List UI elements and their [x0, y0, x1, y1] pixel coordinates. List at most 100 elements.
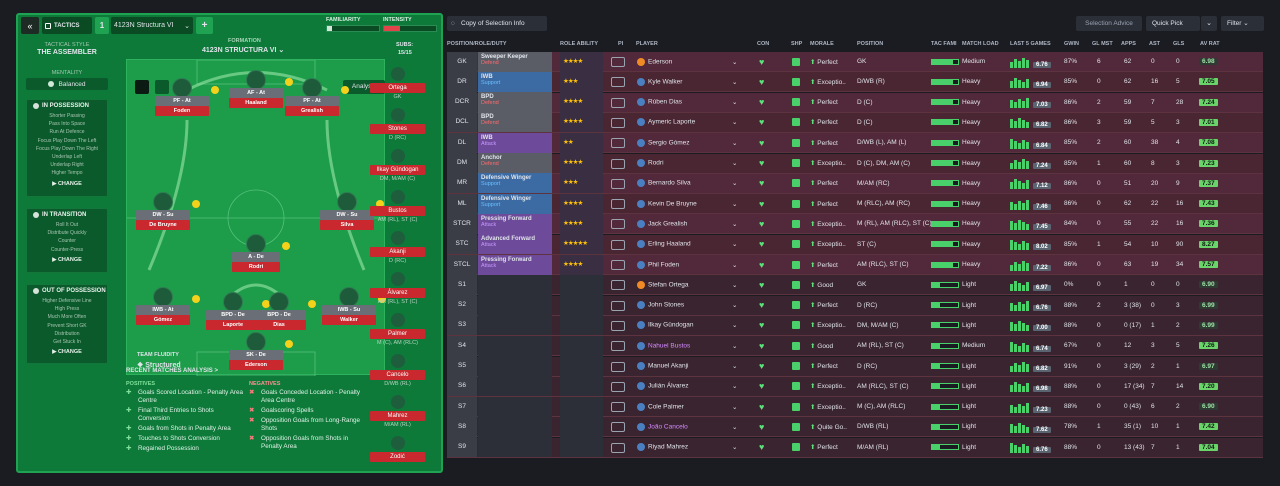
tactic-name-dropdown[interactable]: 4123N Structura VI ⌄ [111, 17, 193, 34]
chevron-down-icon[interactable]: ⌄ [732, 302, 738, 310]
chevron-down-icon[interactable]: ⌄ [732, 261, 738, 269]
player-instructions-icon[interactable] [611, 341, 625, 352]
table-row[interactable]: ML Defensive Winger Support ★★★★ Kevin De Br… [447, 193, 1263, 215]
player-instructions-icon[interactable] [611, 138, 625, 149]
chevron-down-icon[interactable]: ⌄ [732, 241, 738, 249]
table-row[interactable]: GK Sweeper Keeper Defend ★★★★ Ederson ⌄ ♥ ⬆ Per… [447, 51, 1263, 72]
table-row[interactable]: DR IWB Support ★★★ Kyle Walker ⌄ ♥ ⬆ Exceptio..… [447, 71, 1263, 93]
player-instructions-icon[interactable] [611, 199, 625, 210]
chevron-down-icon[interactable]: ⌄ [732, 423, 738, 431]
player-name-tag[interactable]: Dias [252, 320, 306, 330]
sub-player[interactable]: Álvarez AM (RL), ST (C) [370, 272, 425, 305]
player-role-tag[interactable]: PF - At [155, 96, 209, 106]
player-instructions-icon[interactable] [611, 402, 625, 413]
column-header[interactable]: APPS [1121, 41, 1136, 47]
chevron-down-icon[interactable]: ⌄ [732, 200, 738, 208]
quick-pick-chevron-icon[interactable]: ⌄ [1201, 16, 1217, 31]
sub-player[interactable]: Palmer M (C), AM (RLC) [370, 313, 425, 346]
player-name[interactable]: Rodri [637, 159, 664, 167]
player-name[interactable]: Cole Palmer [637, 402, 684, 411]
table-row[interactable]: STCR Pressing Forward Attack ★★★★ Jack Greal… [447, 213, 1263, 235]
player-name[interactable]: Phil Foden [637, 260, 679, 269]
table-row[interactable]: DCR BPD Defend ★★★★ Rúben Dias ⌄ ♥ ⬆ Perfect D (… [447, 92, 1263, 113]
player-name-tag[interactable]: Gómez [136, 315, 190, 325]
chevron-down-icon[interactable]: ⌄ [732, 160, 738, 167]
mentality-dropdown[interactable]: Balanced [26, 78, 108, 90]
sub-player[interactable]: Akanji D (RC) [370, 231, 425, 264]
chevron-down-icon[interactable]: ⌄ [732, 180, 738, 188]
column-header[interactable]: GLS [1173, 41, 1185, 47]
player-name-tag[interactable]: Walker [322, 315, 376, 325]
player-name[interactable]: John Stones [637, 301, 684, 310]
player-name[interactable]: João Cancelo [637, 422, 688, 431]
sub-player[interactable]: Mahrez M/AM (RL) [370, 395, 425, 428]
sub-player[interactable]: Cancelo D/WB (RL) [370, 354, 425, 387]
role-selector[interactable]: BPD Defend [478, 112, 552, 133]
role-selector[interactable]: IWB Support [478, 71, 552, 92]
add-tactic-button[interactable]: + [196, 17, 213, 34]
bar-chart-icon[interactable] [155, 80, 169, 94]
column-header[interactable]: GL MST [1092, 41, 1113, 47]
player-name[interactable]: Stefan Ortega [637, 280, 688, 289]
player-instructions-icon[interactable] [611, 300, 625, 311]
role-selector[interactable]: Anchor Defend [478, 153, 552, 173]
player-name-tag[interactable]: Grealish [285, 106, 339, 116]
player-role-tag[interactable]: A - De [232, 252, 280, 262]
role-selector[interactable]: Defensive Winger Support [478, 173, 552, 194]
player-role-tag[interactable]: BPD - De [206, 310, 260, 320]
role-selector[interactable]: Sweeper Keeper Defend [478, 51, 552, 72]
player-name[interactable]: Aymeric Laporte [637, 118, 695, 127]
chevron-down-icon[interactable]: ⌄ [732, 363, 738, 370]
table-row[interactable]: S1 Stefan Ortega ⌄ ♥ ⬆ Good GK Light 6.97 0% 0 1 0 0… [447, 274, 1263, 296]
column-header[interactable]: POSITION [857, 41, 884, 47]
chevron-down-icon[interactable]: ⌄ [732, 119, 738, 127]
player-instructions-icon[interactable] [611, 442, 625, 453]
analysis-title[interactable]: RECENT MATCHES ANALYSIS > [126, 368, 218, 374]
player-name-tag[interactable]: Ederson [229, 360, 283, 370]
quick-pick-button[interactable]: Quick Pick [1146, 16, 1200, 31]
tactics-tab[interactable]: TACTICS [42, 17, 92, 34]
player-name[interactable]: Riyad Mahrez [637, 443, 688, 452]
player-role-tag[interactable]: IWB - At [136, 305, 190, 315]
column-header[interactable]: ROLE ABILITY [560, 41, 598, 47]
player-instructions-icon[interactable] [611, 320, 625, 331]
selection-info-dropdown[interactable]: ◌ Copy of Selection Info [447, 16, 547, 31]
player-role-tag[interactable]: SK - De [229, 350, 283, 360]
player-instructions-icon[interactable] [611, 97, 625, 108]
player-instructions-icon[interactable] [611, 361, 625, 372]
player-name[interactable]: Ilkay Gündogan [637, 321, 694, 330]
sub-player[interactable]: Bustos AM (RL), ST (C) [370, 190, 425, 223]
player-name[interactable]: Manuel Akanji [637, 362, 688, 370]
table-row[interactable]: S9 Riyad Mahrez ⌄ ♥ ⬆ Perfect M/AM (RL) Light 6… [447, 437, 1263, 458]
player-name[interactable]: Sergio Gómez [637, 138, 690, 147]
player-name-tag[interactable]: Silva [320, 220, 374, 230]
player-name-tag[interactable]: Haaland [229, 98, 283, 108]
player-instructions-icon[interactable] [611, 178, 625, 189]
selection-advice-button[interactable]: Selection Advice [1076, 16, 1142, 31]
player-role-tag[interactable]: BPD - De [252, 310, 306, 320]
table-row[interactable]: S6 Julián Álvarez ⌄ ♥ ⬆ Exceptio.. AM (RLC), … [447, 376, 1263, 397]
role-selector[interactable]: BPD Defend [478, 92, 552, 113]
player-role-tag[interactable]: IWB - Su [322, 305, 376, 315]
chevron-down-icon[interactable]: ⌄ [732, 58, 738, 66]
player-role-tag[interactable]: PF - At [285, 96, 339, 106]
player-name-tag[interactable]: De Bruyne [136, 220, 190, 230]
table-row[interactable]: DM Anchor Defend ★★★★ Rodri ⌄ ♥ ⬆ Exceptio.. D (… [447, 153, 1263, 174]
chevron-down-icon[interactable]: ⌄ [732, 403, 738, 411]
column-header[interactable]: GWIN [1064, 41, 1079, 47]
player-instructions-icon[interactable] [611, 422, 625, 433]
player-instructions-icon[interactable] [611, 117, 625, 128]
formation-dropdown[interactable]: 4123N STRUCTURA VI ⌄ [202, 46, 284, 54]
table-row[interactable]: S5 Manuel Akanji ⌄ ♥ ⬆ Perfect D (RC) Light 6.8… [447, 356, 1263, 377]
tactic-slot[interactable]: 1 [95, 17, 109, 34]
sub-player[interactable]: Stones D (RC) [370, 108, 425, 141]
chevron-down-icon[interactable]: ⌄ [732, 281, 738, 289]
role-selector[interactable]: Defensive Winger Support [478, 193, 552, 214]
column-header[interactable]: POSITION/ROLE/DUTY [447, 41, 507, 47]
player-name-tag[interactable]: Laporte [206, 320, 260, 330]
player-instructions-icon[interactable] [611, 239, 625, 250]
column-header[interactable]: SHP [791, 41, 803, 47]
chevron-down-icon[interactable]: ⌄ [732, 322, 738, 330]
table-row[interactable]: S8 João Cancelo ⌄ ♥ ⬆ Quite Go.. D/WB (RL) Lig… [447, 416, 1263, 438]
player-name[interactable]: Rúben Dias [637, 98, 682, 107]
